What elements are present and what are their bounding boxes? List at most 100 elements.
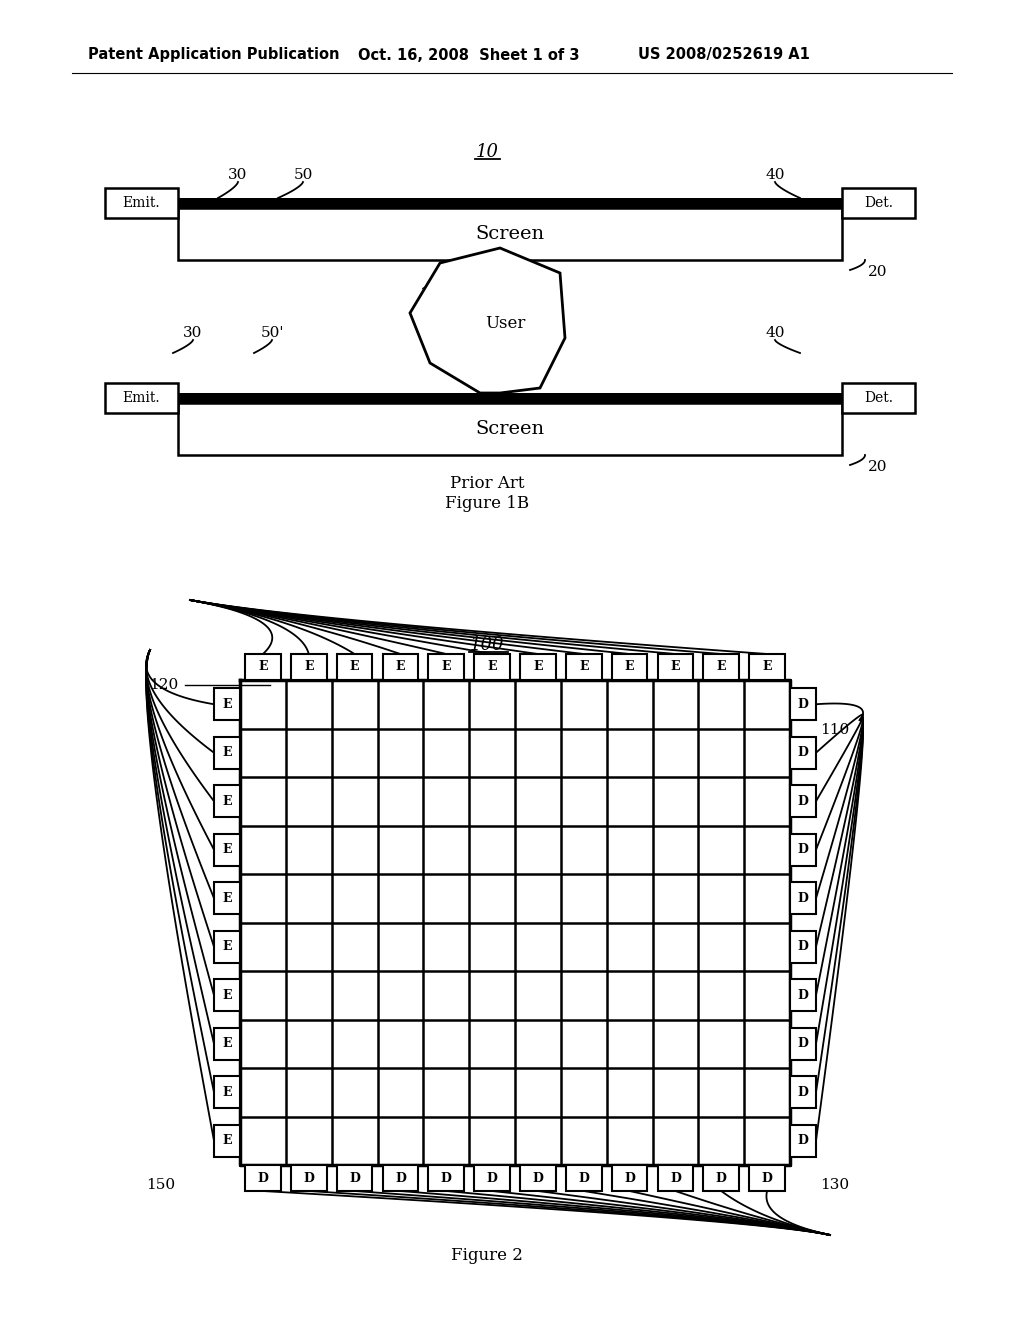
Text: 50: 50 [293, 168, 312, 182]
Bar [790, 785, 816, 817]
Text: D: D [670, 1172, 681, 1184]
Bar [657, 1166, 693, 1191]
Text: E: E [487, 660, 497, 673]
Bar [474, 653, 510, 680]
Text: 20: 20 [868, 265, 888, 279]
Bar [790, 737, 816, 768]
Text: E: E [222, 1134, 231, 1147]
Bar [214, 834, 240, 866]
Bar [214, 1028, 240, 1060]
Text: 10: 10 [419, 286, 441, 304]
Text: D: D [798, 698, 808, 710]
Text: E: E [671, 660, 680, 673]
Bar [214, 1125, 240, 1156]
Bar [214, 883, 240, 913]
Text: Screen: Screen [475, 420, 545, 438]
Text: D: D [257, 1172, 268, 1184]
Bar [790, 834, 816, 866]
Text: E: E [222, 1038, 231, 1051]
Text: D: D [440, 1172, 452, 1184]
Text: E: E [534, 660, 543, 673]
Text: D: D [395, 1172, 406, 1184]
Text: E: E [222, 746, 231, 759]
Bar [291, 653, 327, 680]
Text: D: D [716, 1172, 727, 1184]
Bar [178, 393, 842, 403]
Bar [790, 931, 816, 962]
Text: Figure 1A: Figure 1A [445, 300, 529, 317]
Text: Emit.: Emit. [123, 391, 161, 405]
Text: D: D [798, 795, 808, 808]
Bar [178, 198, 842, 209]
Text: D: D [798, 1086, 808, 1098]
Text: US 2008/0252619 A1: US 2008/0252619 A1 [638, 48, 810, 62]
Text: 10: 10 [475, 143, 499, 161]
Bar [566, 653, 602, 680]
Text: D: D [486, 1172, 498, 1184]
Text: E: E [222, 698, 231, 710]
Bar [750, 1166, 785, 1191]
Text: E: E [441, 660, 451, 673]
Bar [657, 653, 693, 680]
Text: E: E [717, 660, 726, 673]
Bar [337, 653, 373, 680]
Text: Figure 1B: Figure 1B [445, 495, 529, 511]
Bar [178, 403, 842, 455]
Text: 40: 40 [765, 326, 784, 341]
Text: Oct. 16, 2008  Sheet 1 of 3: Oct. 16, 2008 Sheet 1 of 3 [358, 48, 580, 62]
Bar [214, 689, 240, 719]
Text: E: E [304, 660, 313, 673]
Bar [790, 1028, 816, 1060]
Bar [383, 1166, 418, 1191]
Bar [790, 883, 816, 913]
Bar [842, 187, 915, 218]
Bar [214, 785, 240, 817]
Text: D: D [625, 1172, 635, 1184]
Text: Prior Art: Prior Art [450, 280, 524, 297]
Bar [520, 1166, 556, 1191]
Text: 130: 130 [820, 1177, 849, 1192]
Text: E: E [762, 660, 772, 673]
Text: D: D [798, 843, 808, 857]
Text: 50': 50' [260, 326, 284, 341]
Text: Prior Art: Prior Art [450, 474, 524, 491]
Polygon shape [410, 248, 565, 393]
Text: Det.: Det. [864, 195, 893, 210]
Text: D: D [798, 989, 808, 1002]
Text: E: E [222, 843, 231, 857]
Text: Patent Application Publication: Patent Application Publication [88, 48, 340, 62]
Text: 30: 30 [183, 326, 203, 341]
Text: D: D [798, 892, 808, 904]
Text: D: D [798, 940, 808, 953]
Text: D: D [579, 1172, 589, 1184]
Bar [474, 1166, 510, 1191]
Bar [105, 187, 178, 218]
Text: D: D [303, 1172, 314, 1184]
Text: E: E [350, 660, 359, 673]
Bar [214, 1077, 240, 1107]
Text: 110: 110 [820, 723, 849, 737]
Bar [520, 653, 556, 680]
Text: D: D [532, 1172, 544, 1184]
Bar [245, 1166, 281, 1191]
Text: 150: 150 [145, 1177, 175, 1192]
Text: D: D [762, 1172, 772, 1184]
Text: E: E [222, 795, 231, 808]
Bar [214, 737, 240, 768]
Text: Emit.: Emit. [123, 195, 161, 210]
Bar [703, 653, 739, 680]
Text: E: E [222, 892, 231, 904]
Text: 40: 40 [765, 168, 784, 182]
Bar [105, 383, 178, 413]
Bar [790, 1077, 816, 1107]
Bar [790, 689, 816, 719]
Text: D: D [798, 1134, 808, 1147]
Text: E: E [625, 660, 634, 673]
Text: User: User [484, 314, 525, 331]
Bar [790, 979, 816, 1011]
Text: D: D [349, 1172, 360, 1184]
Bar [703, 1166, 739, 1191]
Text: Figure 2: Figure 2 [451, 1247, 523, 1265]
Text: E: E [579, 660, 589, 673]
Bar [178, 209, 842, 260]
